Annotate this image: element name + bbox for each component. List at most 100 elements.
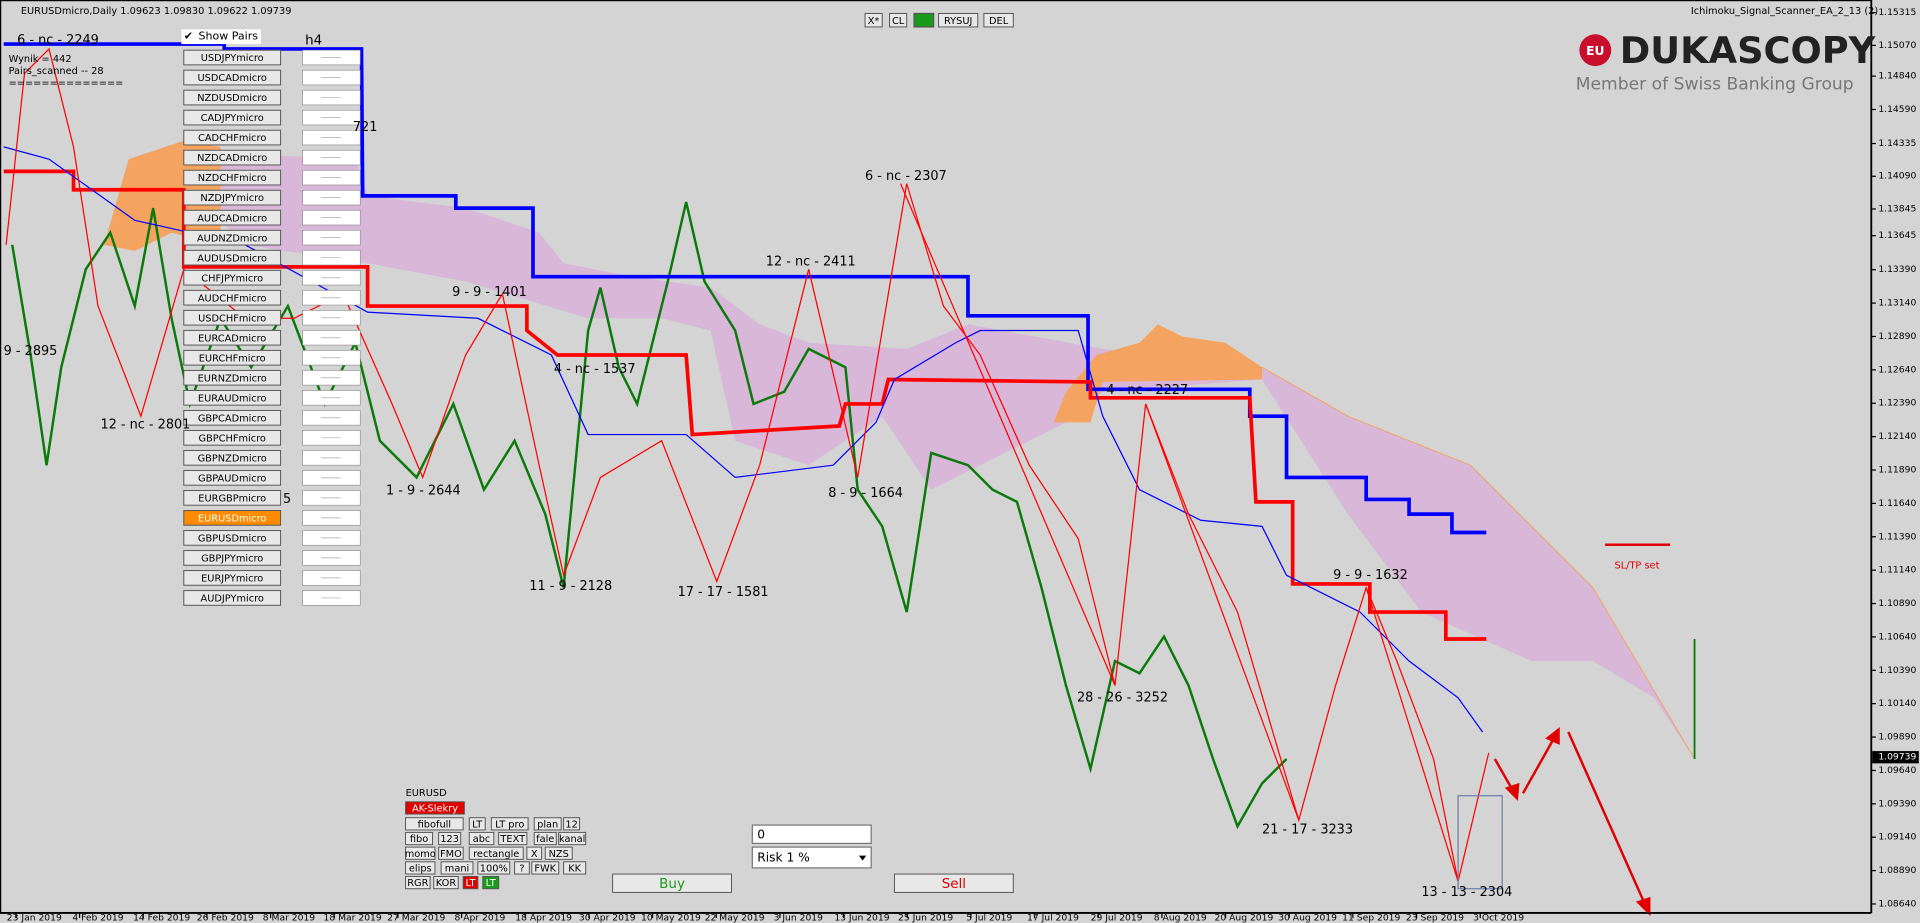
tool-button-label[interactable]: LT: [472, 819, 482, 830]
pair-button[interactable]: [183, 209, 282, 226]
buy-button-label[interactable]: Buy: [659, 876, 685, 892]
pair-button-label[interactable]: USDCADmicro: [197, 73, 266, 84]
sell-button-label[interactable]: Sell: [942, 876, 966, 892]
tool-button[interactable]: [462, 875, 479, 890]
toolbar-button-label[interactable]: CL: [892, 16, 905, 27]
pair-button-label[interactable]: EURJPYmicro: [201, 574, 263, 585]
tool-button[interactable]: [544, 846, 573, 860]
tool-button[interactable]: [498, 831, 528, 846]
tool-button-label[interactable]: FWK: [534, 864, 556, 875]
pair-button[interactable]: [183, 490, 282, 506]
tool-button-label[interactable]: abc: [473, 834, 491, 845]
pair-button[interactable]: [183, 249, 282, 266]
tool-button-label[interactable]: NZS: [549, 849, 569, 860]
pair-button-label[interactable]: GBPNZDmicro: [198, 453, 267, 464]
pair-button[interactable]: [183, 530, 282, 546]
tool-button-label[interactable]: momo: [405, 849, 436, 860]
alert-button[interactable]: [405, 801, 465, 815]
tool-button[interactable]: [563, 861, 587, 875]
tool-button-label[interactable]: rectangle: [473, 849, 519, 860]
pair-button[interactable]: [183, 570, 282, 586]
toolbar-button[interactable]: [983, 12, 1014, 28]
tool-button-label[interactable]: TEXT: [499, 834, 525, 845]
toolbar-button-label[interactable]: X*: [868, 16, 880, 27]
lot-input-value[interactable]: 0: [757, 827, 765, 841]
tool-button-label[interactable]: 100%: [480, 864, 508, 875]
tool-button-label[interactable]: FMO: [440, 849, 462, 860]
tool-button[interactable]: [468, 817, 486, 831]
tool-button[interactable]: [438, 846, 464, 860]
pair-button-label[interactable]: CADJPYmicro: [201, 113, 264, 124]
tool-button[interactable]: [438, 831, 462, 846]
pair-button[interactable]: [183, 329, 282, 346]
tool-button[interactable]: [477, 861, 511, 875]
pair-button-label[interactable]: EURCADmicro: [198, 333, 266, 344]
risk-select[interactable]: [751, 846, 872, 869]
toolbar-button-label[interactable]: RYSUJ: [944, 16, 972, 27]
tool-button[interactable]: [490, 817, 529, 831]
show-pairs-label[interactable]: Show Pairs: [198, 30, 258, 43]
tool-button-label[interactable]: KK: [568, 864, 581, 875]
pair-button-label[interactable]: EURAUDmicro: [198, 393, 267, 404]
pair-button[interactable]: [183, 389, 282, 406]
tool-button[interactable]: [405, 846, 436, 860]
alert-button-label[interactable]: AK-Slekry: [412, 804, 458, 815]
tool-button-label[interactable]: LT: [486, 878, 496, 889]
risk-select-arrow[interactable]: [858, 855, 867, 861]
tool-button[interactable]: [433, 875, 459, 890]
lot-input[interactable]: [751, 824, 872, 845]
pair-button[interactable]: [183, 129, 282, 146]
pair-button-label[interactable]: NZDCADmicro: [197, 153, 267, 164]
pair-button-label[interactable]: GBPUSDmicro: [198, 534, 267, 545]
toolbar-button[interactable]: [913, 12, 935, 28]
pair-button[interactable]: [183, 89, 282, 106]
toolbar-button[interactable]: [889, 12, 908, 28]
tool-button-label[interactable]: mani: [445, 864, 469, 875]
pair-button-label[interactable]: EURUSDmicro: [198, 513, 266, 524]
pair-button[interactable]: [183, 369, 282, 386]
pair-button[interactable]: [183, 169, 282, 186]
pair-button[interactable]: [183, 109, 282, 126]
pair-button[interactable]: [183, 409, 282, 426]
tool-button-label[interactable]: 123: [440, 834, 459, 845]
pair-button-label[interactable]: GBPCHFmicro: [198, 433, 265, 444]
tool-button-label[interactable]: fale: [536, 834, 554, 845]
pair-button-label[interactable]: USDJPYmicro: [201, 53, 264, 64]
pair-button[interactable]: [183, 449, 282, 466]
tool-button[interactable]: [563, 817, 581, 831]
pair-button-label[interactable]: GBPAUDmicro: [198, 473, 266, 484]
pair-button-label[interactable]: GBPJPYmicro: [201, 554, 263, 565]
tool-button[interactable]: [558, 831, 587, 846]
pair-button-label[interactable]: NZDUSDmicro: [197, 93, 267, 104]
toolbar-button[interactable]: [864, 12, 883, 28]
pair-button-label[interactable]: CHFJPYmicro: [201, 273, 263, 284]
pair-button[interactable]: [183, 550, 282, 566]
tool-button-label[interactable]: 12: [565, 819, 577, 830]
pair-button-label[interactable]: CADCHFmicro: [198, 133, 266, 144]
tool-button[interactable]: [405, 831, 434, 846]
show-pairs-box[interactable]: [181, 29, 261, 45]
pair-button[interactable]: [183, 470, 282, 486]
pair-button-label[interactable]: EURGBPmicro: [198, 493, 266, 504]
pair-button-label[interactable]: AUDCHFmicro: [198, 293, 267, 304]
tool-button[interactable]: [533, 831, 557, 846]
tool-button[interactable]: [405, 817, 464, 831]
tool-button-label[interactable]: LT pro: [495, 819, 524, 830]
tool-button-label[interactable]: plan: [537, 819, 558, 830]
tool-button-label[interactable]: kanal: [559, 834, 585, 845]
tool-button[interactable]: [531, 861, 560, 875]
pair-button[interactable]: [183, 49, 282, 66]
risk-select-value[interactable]: Risk 1 %: [757, 851, 810, 865]
pair-button[interactable]: [183, 349, 282, 366]
pair-button[interactable]: [183, 590, 282, 606]
sell-button[interactable]: [893, 873, 1014, 893]
tool-button[interactable]: [440, 861, 474, 875]
tool-button[interactable]: [468, 846, 524, 860]
tool-button-label[interactable]: LT: [465, 878, 475, 889]
buy-button[interactable]: [612, 873, 732, 893]
pair-button-label[interactable]: NZDCHFmicro: [198, 173, 267, 184]
pair-button-label[interactable]: AUDJPYmicro: [201, 594, 264, 605]
tool-button[interactable]: [468, 831, 495, 846]
pair-button-label[interactable]: NZDJPYmicro: [200, 193, 264, 204]
pair-button[interactable]: [183, 429, 282, 446]
